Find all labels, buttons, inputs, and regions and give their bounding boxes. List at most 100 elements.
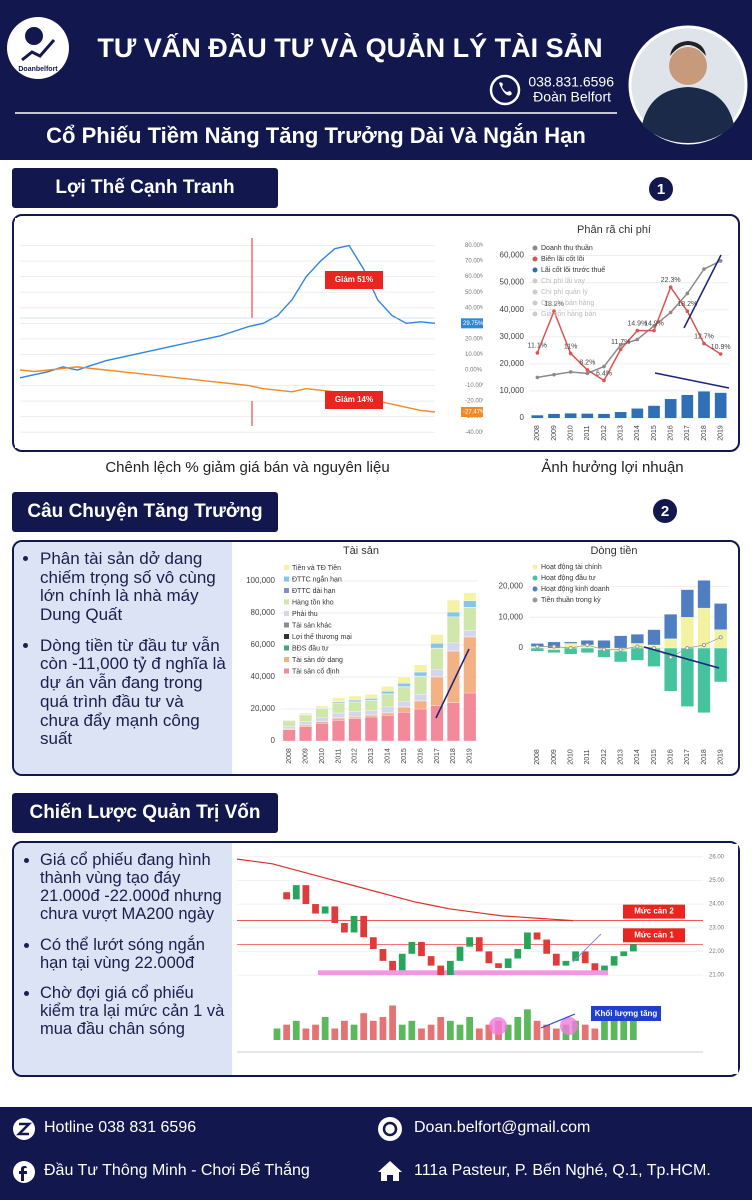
candle (418, 941, 425, 957)
phone: 038.831.6596 (528, 74, 614, 90)
legend-swatch (284, 645, 289, 651)
caption: Chênh lệch % giảm giá bán và nguyên liệu (105, 459, 390, 476)
section-tab: Lợi Thế Cạnh Tranh (12, 168, 278, 208)
point (551, 644, 557, 649)
legend-swatch (532, 311, 538, 317)
annotation: Giảm 14% (335, 395, 373, 404)
x-tick-label: 2016 (417, 748, 424, 764)
bar-segment (332, 701, 345, 704)
badge-circle (653, 499, 677, 523)
point (701, 642, 707, 648)
bar-segment (463, 629, 477, 637)
volume-bar (629, 1009, 637, 1040)
y-tick-label: 60,000 (251, 640, 276, 649)
support-zone (318, 970, 608, 976)
y-tick-label: -30.00% (465, 414, 483, 420)
y-tick-label: 22.00 (709, 949, 725, 955)
point (535, 644, 540, 649)
candle (302, 885, 310, 905)
bar-segment (430, 634, 444, 644)
point (668, 310, 673, 315)
bar-segment (397, 701, 411, 708)
end-label-bg (461, 318, 483, 329)
volume-bar (283, 1024, 291, 1040)
plot-bg (15, 218, 483, 448)
bar-segment (348, 699, 362, 702)
candle (466, 937, 474, 947)
y-tick-label: 0 (519, 643, 524, 652)
legend-swatch (284, 657, 289, 662)
trend-arrow (572, 933, 602, 963)
bar-segment (364, 700, 378, 711)
legend-swatch (284, 599, 289, 605)
point (668, 655, 673, 660)
x-tick-label: 2016 (668, 749, 675, 765)
volume-highlight (560, 1017, 578, 1035)
point (685, 309, 690, 314)
section-tab: Chiến Lược Quản Trị Vốn (12, 793, 278, 833)
volume-bar (379, 1017, 387, 1040)
legend-swatch (284, 668, 289, 674)
y-tick-label: -40.00% (465, 430, 483, 436)
point (618, 347, 623, 352)
bar-segment (680, 647, 694, 707)
email-glyph (382, 1121, 398, 1137)
bullet-list: Phân tài sản dở dang chiếm trọng số vô c… (14, 542, 232, 749)
trend-arrow (540, 1013, 576, 1029)
phone-glyph (499, 82, 512, 96)
x-tick-label: 2013 (618, 425, 625, 441)
bar-segment (348, 711, 362, 717)
bar-segment (647, 629, 661, 646)
volume-bar (581, 1024, 589, 1040)
legend-label: Tài sản cố định (292, 666, 340, 675)
point (718, 259, 723, 263)
y-tick-label: 20,000 (500, 359, 525, 368)
x-tick-label: 2013 (368, 748, 375, 764)
point (618, 647, 623, 652)
candle (524, 932, 531, 950)
legend-swatch (284, 611, 289, 616)
legend-swatch (532, 245, 538, 251)
y-tick-label: 24.00 (709, 902, 725, 908)
y-tick-label: 80,000 (251, 608, 276, 617)
bar (681, 394, 694, 418)
bullet: Phân tài sản dở dang chiếm trọng số vô c… (40, 549, 226, 625)
zalo-glyph (15, 1122, 33, 1136)
bar-segment (446, 599, 460, 613)
bar-segment (463, 592, 477, 601)
volume-bar (504, 1024, 512, 1040)
bar-segment (664, 638, 678, 649)
y-tick-label: 40.00% (465, 305, 483, 311)
point (718, 352, 723, 356)
home-icon (378, 1161, 402, 1181)
x-tick-label: 2018 (701, 425, 708, 441)
x-tick-label: 2019 (718, 425, 725, 441)
y-tick-label: -20.00% (465, 399, 483, 405)
x-tick-label: 2012 (352, 748, 359, 764)
bar-segment (332, 703, 345, 714)
point (552, 372, 556, 377)
y-tick-label: 50,000 (500, 278, 525, 287)
point (535, 375, 540, 380)
annotation-bg (325, 391, 383, 409)
y-tick-label: 10,000 (499, 612, 524, 621)
legend-swatch (284, 622, 289, 628)
x-tick-label: 2018 (701, 749, 708, 765)
volume-bar (591, 1028, 599, 1040)
bar-segment (381, 686, 395, 692)
legend-label: Tiền và TĐ Tiền (292, 563, 341, 572)
x-tick-label: 2019 (718, 749, 725, 765)
chart: 80.00%70.00%60.00%50.00%40.00%30.00%20.0… (15, 218, 483, 448)
point (635, 644, 640, 649)
bar-segment (364, 694, 378, 699)
bar-segment (315, 705, 329, 709)
bar-segment (332, 712, 345, 718)
legend-swatch (532, 289, 538, 295)
hotline: Hotline 038 831 6596 (44, 1119, 197, 1136)
point (552, 309, 556, 314)
point (601, 647, 607, 652)
value-label: 10.9% (711, 344, 731, 351)
annotation: Giảm 51% (335, 275, 373, 284)
bar-segment (397, 683, 411, 687)
